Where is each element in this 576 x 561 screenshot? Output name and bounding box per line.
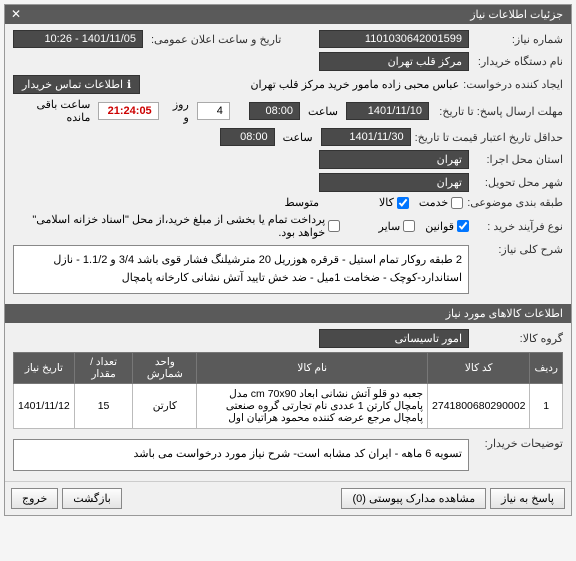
th-code: کد کالا <box>428 353 530 384</box>
chk-other-label: سایر <box>379 220 401 233</box>
table-header-row: ردیف کد کالا نام کالا واحد شمارش تعداد /… <box>14 353 563 384</box>
chk-rules-label: قوانین <box>425 220 454 233</box>
td-idx: 1 <box>530 384 563 429</box>
chk-goods-input[interactable] <box>397 197 409 209</box>
attachments-button[interactable]: مشاهده مدارک پیوستی (0) <box>341 488 486 509</box>
contact-btn-label: اطلاعات تماس خریدار <box>22 78 123 91</box>
lbl-general-desc: شرح کلی نیاز: <box>473 243 563 256</box>
val-requester: عباس محبی زاده مامور خرید مرکز قلب تهران <box>250 78 459 91</box>
goods-content: گروه کالا: امور تاسیساتی ردیف کد کالا نا… <box>5 323 571 481</box>
respond-button[interactable]: پاسخ به نیاز <box>490 488 565 509</box>
chk-service-input[interactable] <box>451 197 463 209</box>
lbl-goods-group: گروه کالا: <box>473 332 563 345</box>
section1-title: جزئیات اطلاعات نیاز <box>470 9 563 21</box>
lbl-buy-process: نوع فرآیند خرید : <box>473 220 563 233</box>
val-general-desc: 2 طبقه روکار تمام استیل - قرقره هوزریل 2… <box>13 245 469 294</box>
val-deadline-date: 1401/11/10 <box>346 102 429 120</box>
val-exec-loc: تهران <box>319 150 469 169</box>
chk-service-label: خدمت <box>419 196 448 209</box>
td-code: 2741800680290002 <box>428 384 530 429</box>
lbl-buyer-notes: توضیحات خریدار: <box>473 437 563 450</box>
footer-buttons: پاسخ به نیاز مشاهده مدارک پیوستی (0) باز… <box>5 481 571 515</box>
info-icon <box>127 78 131 91</box>
lbl-announce: تاریخ و ساعت اعلان عمومی: <box>151 33 281 46</box>
val-credit-time: 08:00 <box>220 128 275 146</box>
chk-payment[interactable]: پرداخت تمام یا بخشی از مبلغ خرید،از محل … <box>13 213 340 239</box>
close-icon[interactable]: ✕ <box>11 7 21 21</box>
table-row[interactable]: 1 2741800680290002 جعبه دو قلو آتش نشانی… <box>14 384 563 429</box>
th-qty: تعداد / مقدار <box>74 353 132 384</box>
td-name: جعبه دو قلو آتش نشانی ابعاد cm 70x90 مدل… <box>197 384 428 429</box>
lbl-hour1: ساعت <box>308 105 338 118</box>
chk-rules[interactable]: قوانین <box>425 220 469 233</box>
exit-button[interactable]: خروج <box>11 488 58 509</box>
td-qty: 15 <box>74 384 132 429</box>
back-button[interactable]: بازگشت <box>62 488 122 509</box>
chk-other[interactable]: سایر <box>379 220 416 233</box>
lbl-requester: ایجاد کننده درخواست: <box>463 78 563 91</box>
val-deliver-city: تهران <box>319 173 469 192</box>
th-idx: ردیف <box>530 353 563 384</box>
val-buyer-org: مرکز قلب تهران <box>319 52 469 71</box>
chk-service[interactable]: خدمت <box>419 196 463 209</box>
contact-buyer-button[interactable]: اطلاعات تماس خریدار <box>13 75 140 94</box>
lbl-deadline: مهلت ارسال پاسخ: تا تاریخ: <box>433 105 563 118</box>
details-content: شماره نیاز: 1101030642001599 تاریخ و ساع… <box>5 24 571 304</box>
lbl-hour2: ساعت <box>283 131 313 144</box>
section2-title: اطلاعات کالاهای مورد نیاز <box>446 308 563 320</box>
val-announce: 1401/11/05 - 10:26 <box>13 30 143 48</box>
th-date: تاریخ نیاز <box>14 353 75 384</box>
main-panel: جزئیات اطلاعات نیاز ✕ شماره نیاز: 110103… <box>4 4 572 516</box>
chk-rules-input[interactable] <box>457 220 469 232</box>
lbl-medium: متوسط <box>284 196 319 209</box>
val-niaz-no: 1101030642001599 <box>319 30 469 48</box>
td-unit: کارتن <box>133 384 197 429</box>
lbl-deliver-city: شهر محل تحویل: <box>473 176 563 189</box>
lbl-buyer-org: نام دستگاه خریدار: <box>473 55 563 68</box>
val-credit-date: 1401/11/30 <box>321 128 411 146</box>
section2-header: اطلاعات کالاهای مورد نیاز <box>5 304 571 323</box>
chk-payment-input[interactable] <box>328 220 340 232</box>
val-goods-group: امور تاسیساتی <box>319 329 469 348</box>
lbl-remaining: ساعت باقی مانده <box>17 98 90 124</box>
lbl-credit: حداقل تاریخ اعتبار قیمت تا تاریخ: <box>415 131 563 144</box>
section1-header: جزئیات اطلاعات نیاز ✕ <box>5 5 571 24</box>
chk-goods-label: کالا <box>379 196 394 209</box>
chk-goods[interactable]: کالا <box>379 196 409 209</box>
th-unit: واحد شمارش <box>133 353 197 384</box>
lbl-niaz-no: شماره نیاز: <box>473 33 563 46</box>
lbl-exec-loc: استان محل اجرا: <box>473 153 563 166</box>
chk-payment-label: پرداخت تمام یا بخشی از مبلغ خرید،از محل … <box>13 213 325 239</box>
lbl-category: طبقه بندی موضوعی: <box>467 196 563 209</box>
goods-table: ردیف کد کالا نام کالا واحد شمارش تعداد /… <box>13 352 563 429</box>
chk-other-input[interactable] <box>403 220 415 232</box>
val-deadline-time: 08:00 <box>249 102 300 120</box>
td-date: 1401/11/12 <box>14 384 75 429</box>
val-days: 4 <box>197 102 230 120</box>
th-name: نام کالا <box>197 353 428 384</box>
val-buyer-notes: تسویه 6 ماهه - ایران کد مشابه است- شرح ن… <box>13 439 469 471</box>
val-remain-time: 21:24:05 <box>98 102 158 120</box>
lbl-dayand: روز و <box>167 98 189 124</box>
